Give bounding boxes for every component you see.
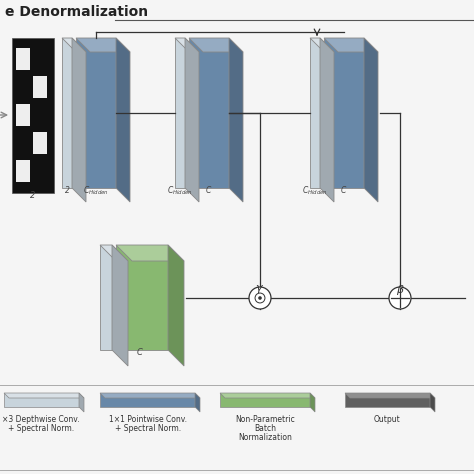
- Text: $C_{Hidden}$: $C_{Hidden}$: [302, 184, 328, 197]
- Polygon shape: [12, 38, 54, 193]
- Polygon shape: [168, 245, 184, 366]
- Text: $C_{Hidden}$: $C_{Hidden}$: [167, 184, 193, 197]
- Polygon shape: [62, 38, 72, 188]
- Text: 1×1 Pointwise Conv.: 1×1 Pointwise Conv.: [109, 415, 187, 424]
- Polygon shape: [116, 245, 168, 350]
- Polygon shape: [324, 38, 378, 52]
- Text: 2: 2: [30, 191, 36, 200]
- Polygon shape: [220, 393, 315, 398]
- Bar: [16, 48, 30, 70]
- Polygon shape: [345, 393, 435, 398]
- Polygon shape: [100, 393, 200, 398]
- Polygon shape: [100, 393, 195, 407]
- Text: + Spectral Norm.: + Spectral Norm.: [115, 424, 181, 433]
- Text: Output: Output: [374, 415, 401, 424]
- Polygon shape: [320, 38, 334, 202]
- Text: $C$: $C$: [340, 184, 347, 195]
- Text: e Denormalization: e Denormalization: [5, 5, 148, 19]
- Polygon shape: [76, 38, 130, 52]
- Polygon shape: [112, 245, 128, 366]
- Polygon shape: [72, 38, 86, 202]
- Text: + Spectral Norm.: + Spectral Norm.: [8, 424, 74, 433]
- Polygon shape: [175, 38, 199, 52]
- Polygon shape: [116, 245, 184, 261]
- Text: 2: 2: [64, 186, 69, 195]
- Polygon shape: [430, 393, 435, 412]
- Polygon shape: [4, 393, 79, 407]
- Circle shape: [249, 287, 271, 309]
- Bar: [16, 160, 30, 182]
- Polygon shape: [310, 393, 315, 412]
- Text: $C_{Hidden}$: $C_{Hidden}$: [83, 184, 109, 197]
- Polygon shape: [220, 393, 310, 407]
- Polygon shape: [76, 38, 116, 188]
- Polygon shape: [100, 245, 128, 261]
- Text: Normalization: Normalization: [238, 433, 292, 442]
- Polygon shape: [185, 38, 199, 202]
- Polygon shape: [310, 38, 334, 52]
- Polygon shape: [345, 393, 430, 407]
- Text: $\gamma$: $\gamma$: [255, 283, 264, 295]
- Bar: [33, 76, 47, 98]
- Text: Non-Parametric: Non-Parametric: [235, 415, 295, 424]
- Text: $C$: $C$: [136, 346, 144, 357]
- Circle shape: [389, 287, 411, 309]
- Bar: [16, 104, 30, 126]
- Polygon shape: [310, 38, 320, 188]
- Polygon shape: [79, 393, 84, 412]
- Polygon shape: [229, 38, 243, 202]
- Text: $C$: $C$: [205, 184, 213, 195]
- Polygon shape: [100, 245, 112, 350]
- Circle shape: [258, 296, 262, 300]
- Polygon shape: [116, 38, 130, 202]
- Polygon shape: [195, 393, 200, 412]
- Polygon shape: [189, 38, 229, 188]
- Polygon shape: [189, 38, 243, 52]
- Text: $\beta$: $\beta$: [396, 283, 404, 297]
- Polygon shape: [324, 38, 364, 188]
- Polygon shape: [175, 38, 185, 188]
- Text: ×3 Depthwise Conv.: ×3 Depthwise Conv.: [2, 415, 80, 424]
- Polygon shape: [62, 38, 86, 52]
- Polygon shape: [364, 38, 378, 202]
- Bar: [33, 132, 47, 154]
- Polygon shape: [4, 393, 84, 398]
- Text: Batch: Batch: [254, 424, 276, 433]
